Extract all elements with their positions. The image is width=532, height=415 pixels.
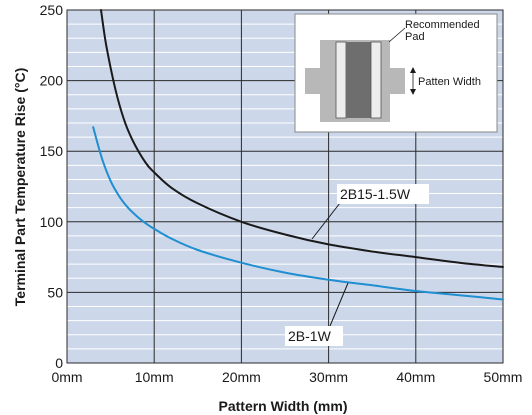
width-arrow-down-icon [410,89,416,95]
y-tick-label: 200 [40,73,64,89]
series-line-2b-1w [92,126,504,301]
y-tick-label: 250 [40,2,64,18]
x-tick-label: 50mm [484,369,523,385]
width-arrow-up-icon [410,67,416,73]
annotation-leader-2b1w [329,282,349,327]
annotations: 2B15-1.5W 2B-1W [285,184,429,346]
y-tick-label: 150 [40,143,64,159]
x-tick-label: 20mm [222,369,261,385]
resistor-left-terminal [335,41,347,119]
y-tick-label: 100 [40,214,64,230]
series-lines [92,9,504,301]
x-tick-label: 0mm [51,369,82,385]
x-tick-label: 30mm [309,369,348,385]
pad-leader-line [388,27,406,43]
inset-label-pad: Pad [405,31,425,43]
annotation-leader-2b15 [311,202,341,240]
inset-label-recommended: Recommended [405,19,480,31]
series-label-2b15: 2B15-1.5W [340,186,411,202]
y-tick-labels: 0 50 100 150 200 250 [40,2,64,371]
pad-diagram-inset: Recommended Pad Patten Width [294,13,498,133]
plot-frame [66,9,504,364]
x-tick-labels: 0mm 10mm 20mm 30mm 40mm 50mm [51,369,522,385]
y-tick-label: 0 [55,355,63,371]
x-axis-title: Pattern Width (mm) [219,398,348,414]
y-axis-title: Terminal Part Temperature Rise (°C) [12,68,28,306]
annotation-bg-2b1w [285,326,343,346]
resistor-body [346,42,371,118]
inset-label-patten-width: Patten Width [418,76,481,88]
x-tick-label: 40mm [396,369,435,385]
series-label-2b1w: 2B-1W [288,328,332,344]
resistor-right-terminal [370,41,382,119]
series-line-2b15-1-5w [100,9,504,268]
y-tick-label: 50 [47,284,63,300]
x-tick-label: 10mm [135,369,174,385]
annotation-bg-2b15 [337,184,429,204]
